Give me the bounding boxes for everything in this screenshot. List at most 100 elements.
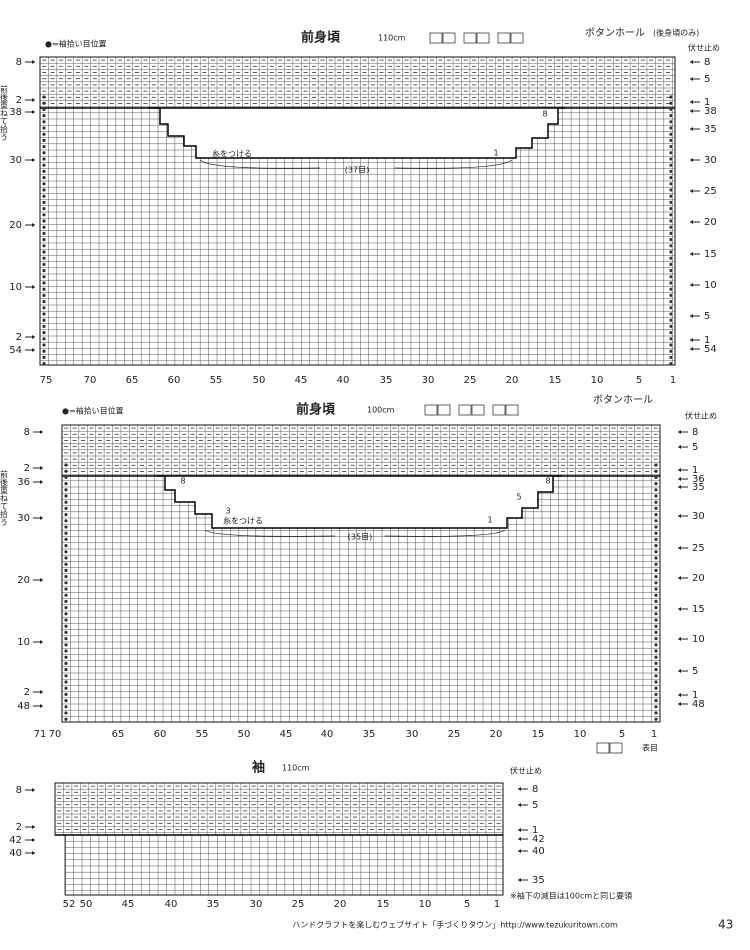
pickup-dot (64, 668, 68, 672)
symbol-box (463, 32, 477, 44)
pickup-dot (42, 355, 46, 359)
button-hole-label: ボタンホール (593, 394, 653, 406)
pickup-dot (64, 556, 68, 560)
pickup-dot (42, 312, 46, 316)
annotation: 3 (225, 507, 230, 516)
annotation: (37目) (345, 166, 369, 175)
pickup-dot (42, 219, 46, 223)
row-label-right: 5 (532, 800, 538, 811)
pickup-dot (654, 674, 658, 678)
arrow-head (32, 223, 35, 227)
pickup-dot (669, 126, 673, 130)
pickup-dot (654, 717, 658, 721)
arrow-head (678, 669, 681, 673)
stitch-label: 15 (377, 899, 390, 910)
stitch-label: 25 (448, 729, 461, 740)
pickup-dot (654, 506, 658, 510)
row-label-right: 5 (704, 74, 710, 85)
pickup-dot (669, 250, 673, 254)
arrow-head (32, 825, 35, 829)
pickup-dot (64, 550, 68, 554)
arrow-head (32, 348, 35, 352)
pickup-dot (64, 525, 68, 529)
pickup-dot (654, 544, 658, 548)
stitch-label: 65 (112, 729, 125, 740)
symbol-box (505, 404, 519, 416)
stitch-label: 15 (549, 375, 562, 386)
pickup-dot (64, 544, 68, 548)
page-number: 43 (718, 918, 733, 932)
pickup-dot (42, 244, 46, 248)
arrow-head (690, 338, 693, 342)
pickup-dot (669, 293, 673, 297)
pickup-dot (669, 163, 673, 167)
pickup-dot (654, 599, 658, 604)
pickup-dot (654, 581, 658, 585)
arrow-head (678, 445, 681, 449)
chart-size: 110cm (282, 764, 310, 773)
legend-note: ●=袖拾い目位置 (62, 406, 124, 416)
pickup-dot (64, 531, 68, 535)
row-label-right: 30 (692, 511, 705, 522)
pickup-dot (64, 581, 68, 585)
stitch-label: 35 (363, 729, 376, 740)
button-hole-note: (後身頃のみ) (653, 28, 699, 38)
row-label-left: 30 (9, 155, 22, 166)
pickup-dot (64, 705, 68, 709)
arrow-head (690, 109, 693, 113)
stitch-label: 52 (63, 899, 76, 910)
grid-border (39, 56, 676, 366)
stitch-label: 50 (238, 729, 251, 740)
pickup-dot (669, 355, 673, 359)
symbol-box (596, 742, 610, 754)
pickup-dot (64, 469, 68, 473)
arrow-head (32, 60, 35, 64)
row-label-right: 20 (692, 573, 705, 584)
pickup-dot (42, 126, 46, 130)
pickup-dot (669, 324, 673, 328)
stitch-label: 60 (154, 729, 167, 740)
stitch-label: 1 (651, 729, 657, 740)
stitch-label: 20 (334, 899, 347, 910)
pickup-dot (64, 717, 68, 721)
arrow-head (690, 252, 693, 256)
arrow-head (40, 704, 43, 708)
pickup-dot (64, 649, 68, 653)
grid-border (64, 834, 504, 896)
row-label-left: 40 (9, 848, 22, 859)
stitch-label: 70 (84, 375, 97, 386)
symbol-box (442, 32, 456, 44)
row-label-right: 48 (692, 699, 705, 710)
chart-size: 110cm (378, 34, 406, 43)
arrow-head (678, 693, 681, 697)
pickup-dot (42, 343, 46, 347)
symbol-box (429, 32, 443, 44)
pickup-dot (669, 145, 673, 149)
annotation: 8 (180, 477, 185, 486)
row-label-left: 54 (9, 345, 22, 356)
stitch-label: 10 (591, 375, 604, 386)
pickup-dot (654, 593, 658, 597)
pickup-dot (42, 114, 46, 118)
pickup-dot (654, 525, 658, 529)
row-label-left: 2 (16, 822, 22, 833)
pickup-dot (669, 182, 673, 186)
row-label-right: 25 (692, 543, 705, 554)
arrow-head (32, 158, 35, 162)
pickup-dot (64, 680, 68, 684)
arrow-head (518, 828, 521, 832)
row-label-right: 8 (692, 427, 698, 438)
row-label-right: 5 (692, 666, 698, 677)
pickup-dot (654, 680, 658, 684)
pickup-dot (669, 231, 673, 235)
pickup-dot (64, 488, 68, 492)
pickup-dot (654, 612, 658, 616)
pickup-dot (42, 145, 46, 149)
stitch-label: 70 (49, 729, 62, 740)
stitch-label: 10 (574, 729, 587, 740)
pickup-dot (654, 705, 658, 709)
pickup-dot (669, 287, 673, 291)
stitch-note: 表目 (642, 743, 658, 753)
arrow-head (518, 837, 521, 841)
pickup-dot (64, 475, 68, 479)
